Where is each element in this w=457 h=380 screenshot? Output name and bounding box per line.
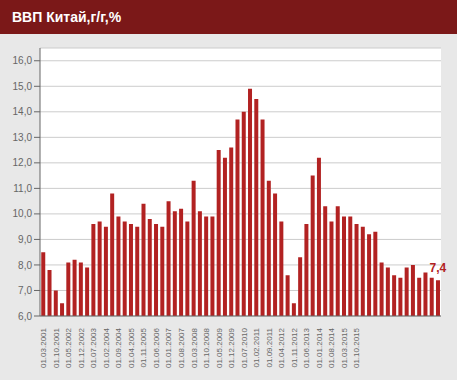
- svg-text:01.05.2009: 01.05.2009: [215, 327, 224, 368]
- svg-text:01.10.2008: 01.10.2008: [202, 327, 211, 368]
- svg-text:01.03.2008: 01.03.2008: [190, 327, 199, 368]
- svg-text:01.10.2015: 01.10.2015: [352, 327, 361, 368]
- svg-text:01.08.2014: 01.08.2014: [327, 327, 336, 368]
- svg-text:8,0: 8,0: [18, 260, 32, 271]
- svg-text:01.11.2005: 01.11.2005: [139, 327, 148, 367]
- svg-text:01.12.2002: 01.12.2002: [77, 327, 86, 368]
- svg-text:01.02.2011: 01.02.2011: [252, 327, 261, 367]
- svg-text:13,0: 13,0: [13, 132, 33, 143]
- svg-text:01.11.2012: 01.11.2012: [290, 327, 299, 367]
- svg-text:01.04.2012: 01.04.2012: [277, 327, 286, 368]
- svg-text:01.12.2009: 01.12.2009: [227, 327, 236, 368]
- svg-text:01.06.2013: 01.06.2013: [302, 327, 311, 368]
- svg-text:01.01.2014: 01.01.2014: [315, 327, 324, 368]
- svg-text:15,0: 15,0: [13, 81, 33, 92]
- svg-text:7,4: 7,4: [430, 261, 447, 275]
- svg-text:01.07.2010: 01.07.2010: [240, 327, 249, 368]
- html-text:ВВП Китай,г/г,%: ВВП Китай,г/г,%: [12, 9, 122, 25]
- svg-text:01.08.2007: 01.08.2007: [177, 327, 186, 368]
- svg-text:14,0: 14,0: [13, 106, 33, 117]
- svg-text:10,0: 10,0: [13, 208, 33, 219]
- svg-text:01.06.2006: 01.06.2006: [152, 327, 161, 368]
- svg-text:9,0: 9,0: [18, 234, 32, 245]
- svg-text:16,0: 16,0: [13, 55, 33, 66]
- svg-text:01.07.2003: 01.07.2003: [89, 327, 98, 368]
- svg-text:01.09.2004: 01.09.2004: [114, 327, 123, 368]
- svg-text:01.02.2004: 01.02.2004: [102, 327, 111, 368]
- svg-text:6,0: 6,0: [18, 311, 32, 322]
- svg-text:01.10.2001: 01.10.2001: [52, 327, 61, 368]
- svg-text:01.03.2001: 01.03.2001: [39, 327, 48, 368]
- svg-text:12,0: 12,0: [13, 157, 33, 168]
- svg-text:01.01.2007: 01.01.2007: [164, 327, 173, 368]
- svg-text:01.05.2002: 01.05.2002: [64, 327, 73, 368]
- svg-text:7,0: 7,0: [18, 285, 32, 296]
- svg-text:01.03.2015: 01.03.2015: [340, 327, 349, 368]
- svg-text:11,0: 11,0: [13, 183, 32, 194]
- svg-text:01.04.2005: 01.04.2005: [127, 327, 136, 368]
- svg-text:01.09.2011: 01.09.2011: [265, 327, 274, 367]
